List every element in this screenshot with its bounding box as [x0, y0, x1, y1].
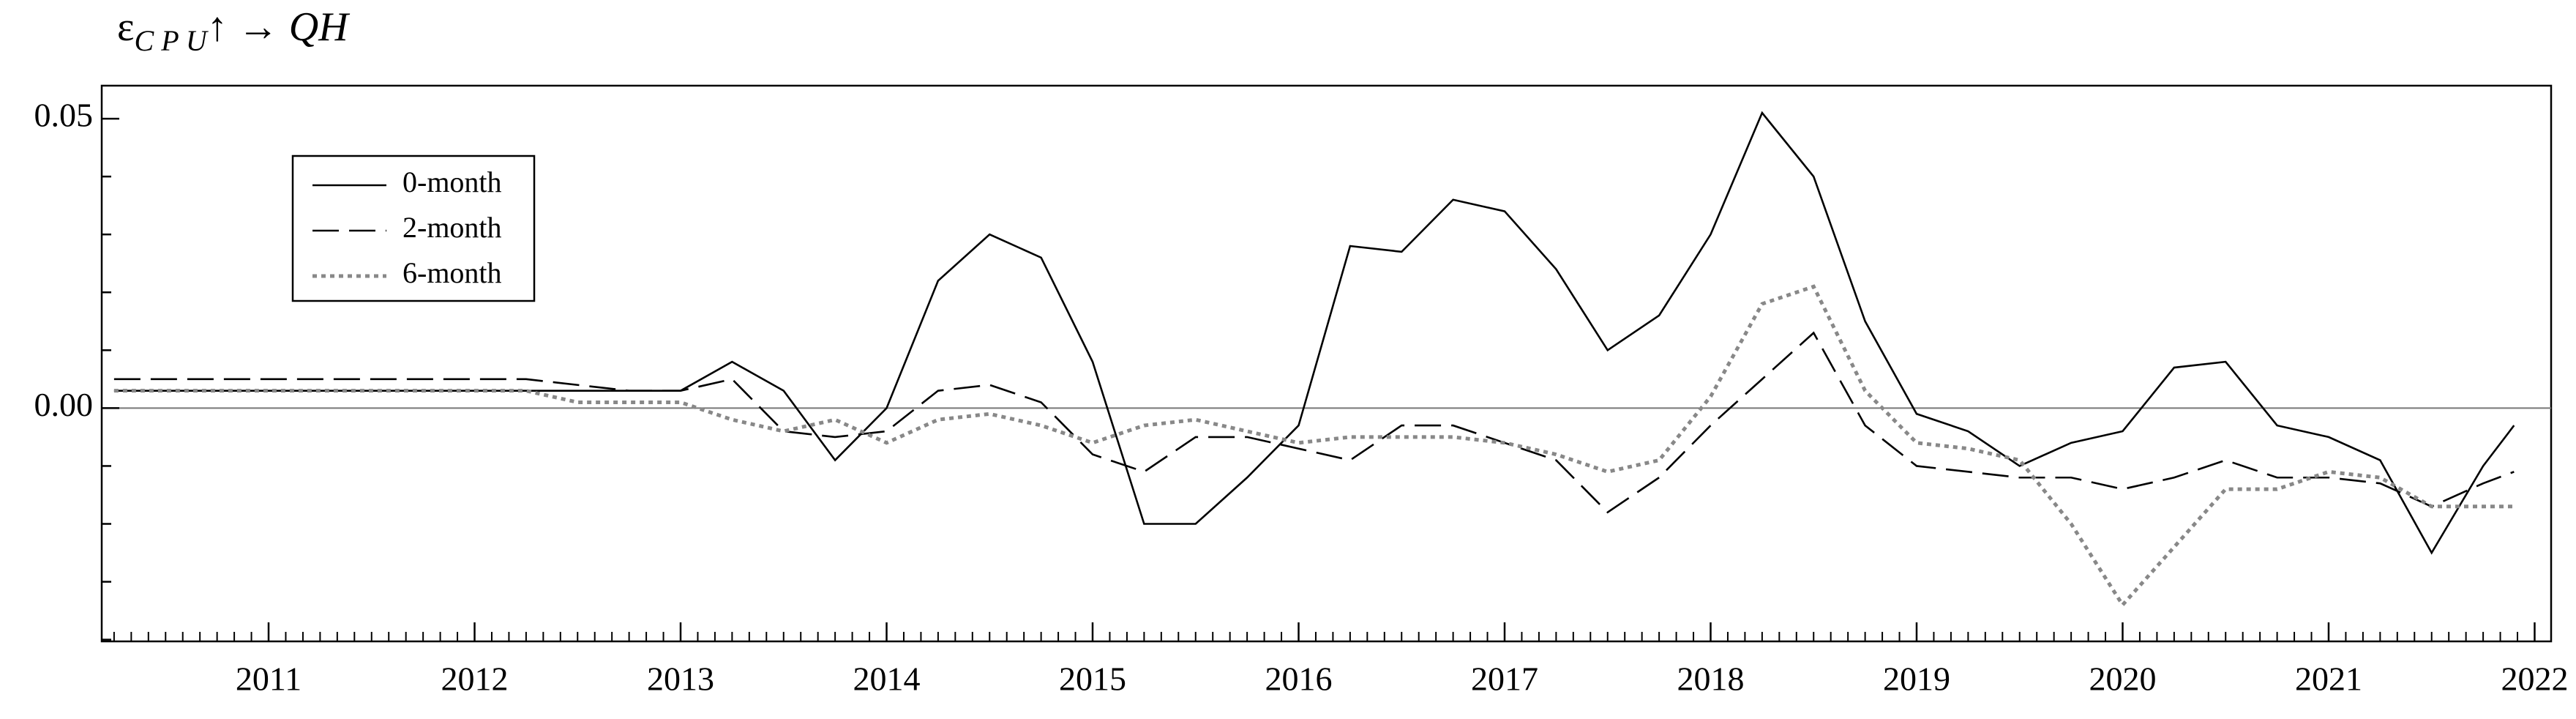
x-tick-label: 2019: [1883, 660, 1950, 698]
legend-label: 0-month: [402, 165, 502, 198]
plot-frame: [100, 84, 2553, 643]
legend-label: 2-month: [402, 211, 502, 244]
title-target: QH: [289, 4, 350, 50]
x-tick-label: 2021: [2295, 660, 2362, 698]
series-line: [113, 331, 2515, 514]
y-tick-label: 0.00: [34, 386, 94, 423]
title-symbol: ε: [117, 4, 135, 50]
x-tick-label: 2011: [236, 660, 302, 698]
x-tick-label: 2014: [853, 660, 921, 698]
x-tick-label: 2016: [1265, 660, 1332, 698]
chart-title: εC P U↑ → QH: [117, 4, 350, 57]
x-tick-label: 2013: [647, 660, 714, 698]
x-tick-label: 2012: [441, 660, 509, 698]
x-tick-label: 2020: [2089, 660, 2156, 698]
x-tick-label: 2017: [1471, 660, 1538, 698]
x-tick-label: 2022: [2501, 660, 2568, 698]
x-tick-label: 2015: [1059, 660, 1126, 698]
series-line: [113, 284, 2515, 608]
y-tick-label: 0.05: [34, 97, 94, 134]
title-subscript: C P U: [135, 24, 209, 57]
legend-label: 6-month: [402, 256, 502, 289]
series-line: [113, 111, 2515, 555]
x-tick-label: 2018: [1677, 660, 1744, 698]
title-arrow: ↑ →: [207, 4, 289, 50]
